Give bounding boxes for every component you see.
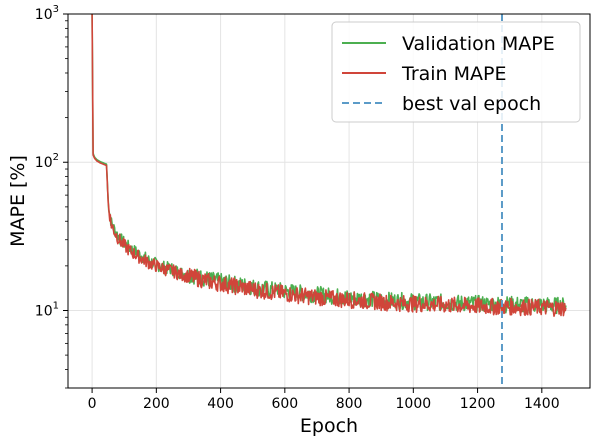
y-axis-label: MAPE [%]: [7, 155, 29, 247]
plot-frame: [67, 13, 591, 389]
series-line-train: [91, 14, 567, 318]
x-axis-label: Epoch: [300, 415, 358, 437]
y-axis-ticks: 101 102 103: [35, 4, 68, 389]
legend-box: [331, 21, 581, 123]
y-tick-label: 102: [35, 152, 59, 171]
legend-label: Train MAPE: [401, 63, 506, 85]
plot-area: [91, 14, 567, 388]
x-tick-label: 400: [207, 396, 234, 412]
x-tick-label: 800: [336, 396, 363, 412]
x-tick-label: 200: [143, 396, 170, 412]
x-tick-label: 1400: [524, 396, 560, 412]
legend-label: best val epoch: [402, 93, 541, 115]
legend: Validation MAPE Train MAPE best val epoch: [331, 21, 581, 123]
y-tick-label: 101: [35, 300, 59, 319]
x-tick-label: 1000: [396, 396, 432, 412]
x-tick-label: 600: [271, 396, 298, 412]
legend-label: Validation MAPE: [402, 33, 555, 55]
y-tick-label: 103: [35, 4, 59, 23]
x-tick-label: 0: [88, 396, 97, 412]
x-tick-label: 1200: [460, 396, 496, 412]
x-axis-ticks: 0 200 400 600 800 1000 1200 1400: [88, 388, 560, 412]
